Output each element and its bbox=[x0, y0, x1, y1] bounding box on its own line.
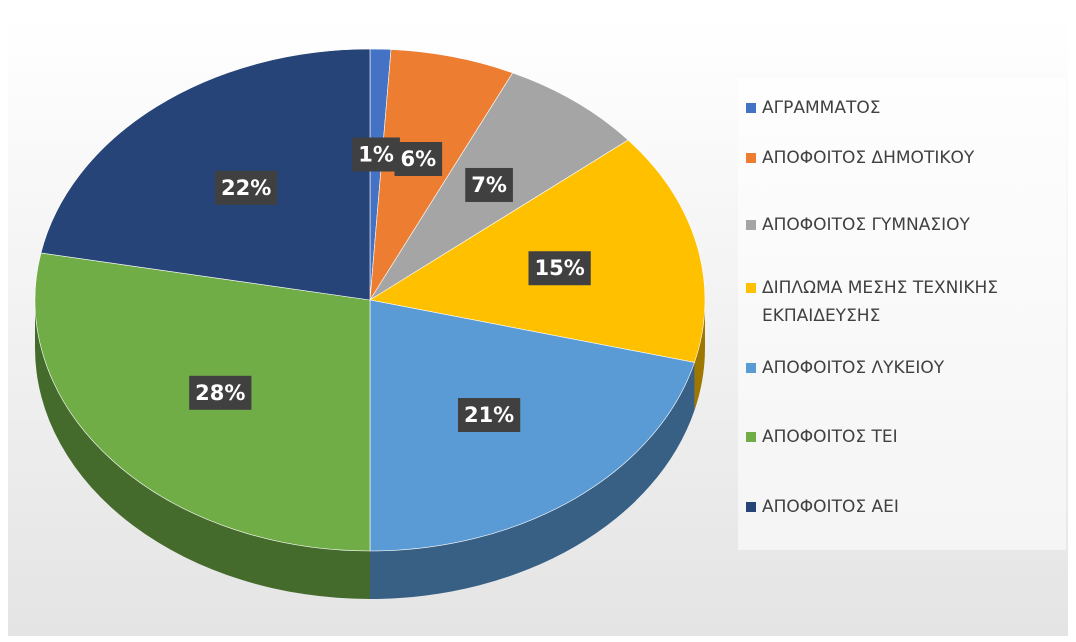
legend-swatch bbox=[746, 103, 756, 113]
legend-label: ΑΠΟΦΟΙΤΟΣ ΤΕΙ bbox=[762, 427, 898, 447]
legend-label: ΑΠΟΦΟΙΤΟΣ ΑΕΙ bbox=[762, 497, 899, 517]
legend-label: ΑΠΟΦΟΙΤΟΣ ΔΗΜΟΤΙΚΟΥ bbox=[762, 148, 975, 168]
data-label: 28% bbox=[189, 375, 252, 410]
data-label-text: 28% bbox=[195, 381, 245, 405]
legend-swatch bbox=[746, 432, 756, 442]
data-label: 15% bbox=[528, 251, 591, 286]
slice-side bbox=[35, 300, 370, 599]
data-label-box bbox=[189, 375, 252, 410]
slice bbox=[369, 139, 706, 363]
legend-swatch bbox=[746, 283, 756, 293]
slice bbox=[40, 48, 371, 301]
slice bbox=[369, 299, 695, 552]
legend-item: ΔΙΠΛΩΜΑ ΜΕΣΗΣ ΤΕΧΝΙΚΗΣ ΕΚΠΑΙΔΕΥΣΗΣ bbox=[746, 274, 1061, 330]
legend-swatch bbox=[746, 502, 756, 512]
legend-item: ΑΠΟΦΟΙΤΟΣ ΛΥΚΕΙΟΥ bbox=[746, 354, 1061, 382]
data-label-box bbox=[394, 141, 443, 176]
data-label-box bbox=[528, 251, 591, 286]
legend-item: ΑΓΡΑΜΜΑΤΟΣ bbox=[746, 94, 1061, 122]
legend: ΑΓΡΑΜΜΑΤΟΣ ΑΠΟΦΟΙΤΟΣ ΔΗΜΟΤΙΚΟΥ ΑΠΟΦΟΙΤΟΣ Γ… bbox=[738, 78, 1066, 550]
data-label-text: 15% bbox=[534, 256, 584, 280]
data-label-text: 21% bbox=[464, 403, 514, 427]
data-label-box bbox=[465, 167, 513, 202]
data-label: 22% bbox=[215, 170, 278, 205]
legend-swatch bbox=[746, 363, 756, 373]
data-label: 21% bbox=[457, 398, 521, 433]
slice-side bbox=[694, 300, 705, 411]
legend-swatch bbox=[746, 153, 756, 163]
legend-label: ΔΙΠΛΩΜΑ ΜΕΣΗΣ ΤΕΧΝΙΚΗΣ ΕΚΠΑΙΔΕΥΣΗΣ bbox=[762, 278, 998, 326]
data-label-text: 6% bbox=[400, 147, 436, 171]
legend-item: ΑΠΟΦΟΙΤΟΣ ΤΕΙ bbox=[746, 423, 1061, 451]
data-label-text: 7% bbox=[471, 173, 507, 197]
legend-item: ΑΠΟΦΟΙΤΟΣ ΓΥΜΝΑΣΙΟΥ bbox=[746, 211, 1061, 239]
legend-label: ΑΓΡΑΜΜΑΤΟΣ bbox=[762, 98, 881, 118]
legend-item: ΑΠΟΦΟΙΤΟΣ ΔΗΜΟΤΙΚΟΥ bbox=[746, 144, 1061, 172]
data-label-text: 22% bbox=[221, 176, 271, 200]
legend-swatch bbox=[746, 220, 756, 230]
data-label-box bbox=[215, 170, 278, 205]
data-label-box bbox=[352, 137, 400, 172]
legend-label: ΑΠΟΦΟΙΤΟΣ ΓΥΜΝΑΣΙΟΥ bbox=[762, 215, 970, 235]
data-label-box bbox=[457, 398, 521, 433]
data-label: 6% bbox=[394, 141, 443, 176]
data-label: 7% bbox=[465, 167, 513, 202]
slice-side bbox=[370, 362, 695, 599]
data-label: 1% bbox=[352, 137, 400, 172]
legend-label: ΑΠΟΦΟΙΤΟΣ ΛΥΚΕΙΟΥ bbox=[762, 358, 945, 378]
data-label-text: 1% bbox=[358, 142, 394, 166]
legend-item: ΑΠΟΦΟΙΤΟΣ ΑΕΙ bbox=[746, 493, 1061, 521]
